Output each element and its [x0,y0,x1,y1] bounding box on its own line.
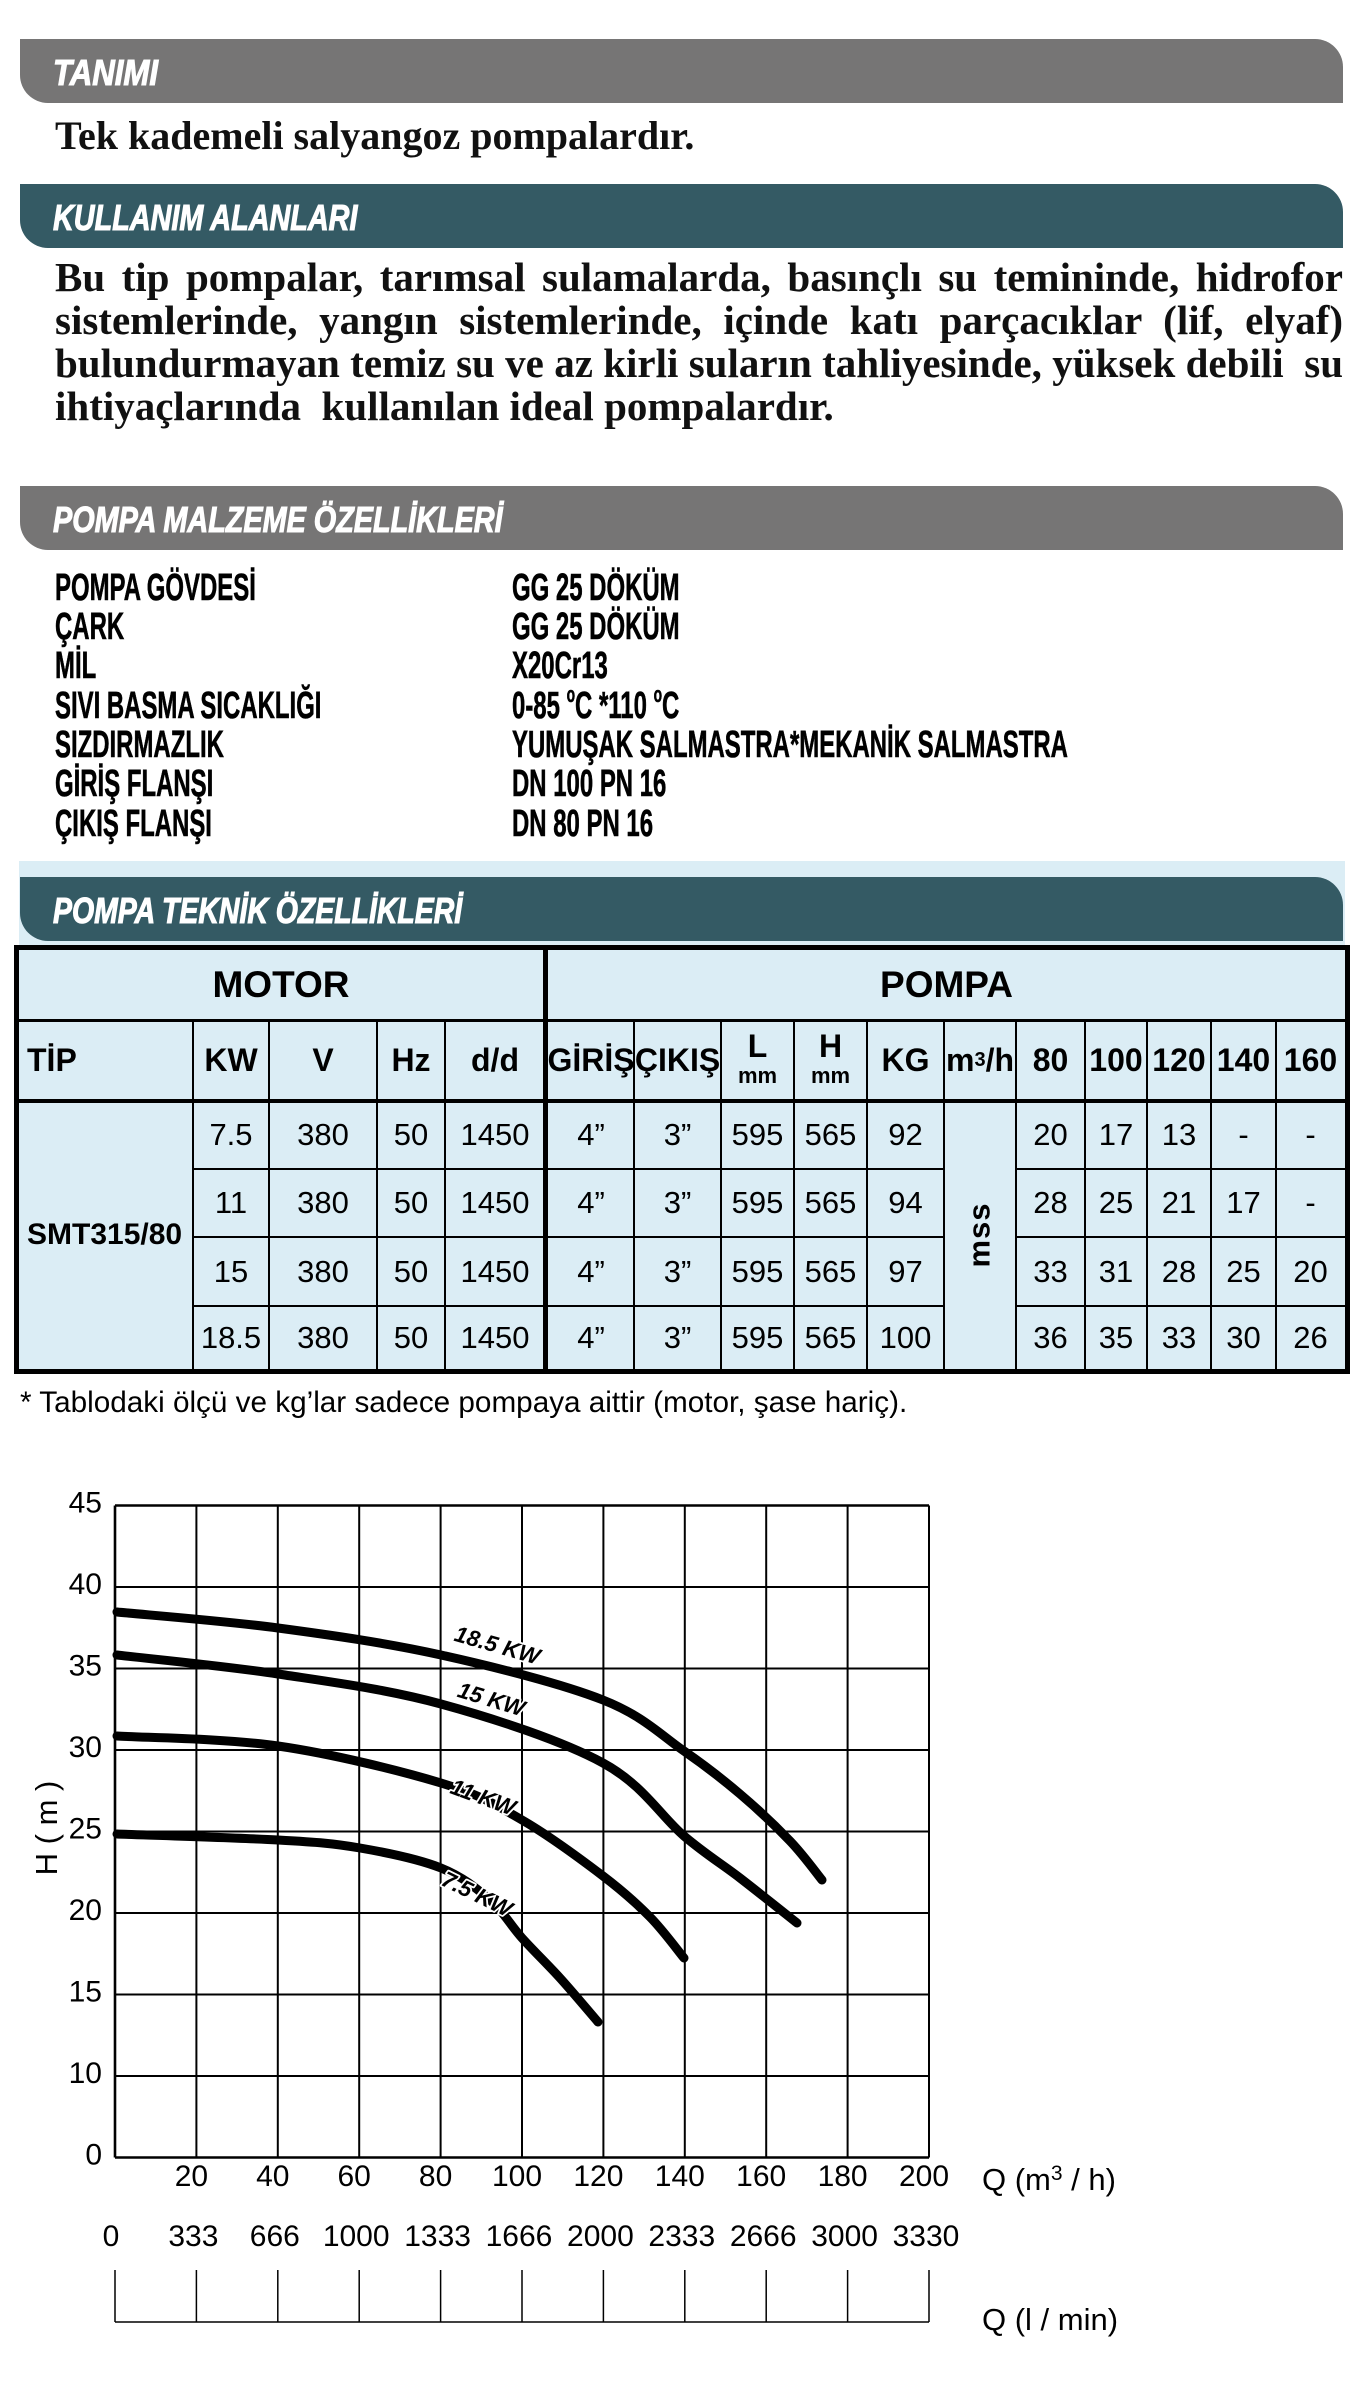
svg-text:3000: 3000 [811,2220,878,2253]
svg-text:45: 45 [69,1487,102,1520]
svg-text:333: 333 [168,2220,218,2253]
svg-text:20: 20 [175,2160,208,2193]
svg-text:666: 666 [250,2220,300,2253]
svg-text:30: 30 [69,1731,102,1764]
svg-text:10: 10 [69,2057,102,2090]
svg-text:1000: 1000 [323,2220,390,2253]
svg-text:25: 25 [69,1813,102,1846]
svg-text:160: 160 [736,2160,786,2193]
svg-text:Q (m3 / h): Q (m3 / h) [982,2162,1116,2197]
svg-text:35: 35 [69,1650,102,1683]
svg-text:80: 80 [419,2160,452,2193]
svg-text:100: 100 [492,2160,542,2193]
svg-text:0: 0 [85,2139,102,2172]
svg-text:H ( m ): H ( m ) [29,1781,64,1876]
svg-text:40: 40 [256,2160,289,2193]
svg-text:1333: 1333 [404,2220,471,2253]
svg-text:Q (l / min): Q (l / min) [982,2302,1118,2337]
svg-text:40: 40 [69,1568,102,1601]
svg-text:180: 180 [818,2160,868,2193]
svg-text:2666: 2666 [730,2220,797,2253]
svg-text:11 KW: 11 KW [447,1774,520,1821]
svg-text:200: 200 [899,2160,949,2193]
svg-text:7.5 KW: 7.5 KW [438,1867,518,1923]
svg-text:120: 120 [573,2160,623,2193]
svg-text:3330: 3330 [893,2220,960,2253]
svg-text:2000: 2000 [567,2220,634,2253]
svg-text:15: 15 [69,1976,102,2009]
svg-text:60: 60 [338,2160,371,2193]
svg-text:2333: 2333 [648,2220,715,2253]
svg-text:1666: 1666 [486,2220,553,2253]
svg-text:140: 140 [655,2160,705,2193]
svg-text:20: 20 [69,1894,102,1927]
svg-text:0: 0 [103,2220,120,2253]
